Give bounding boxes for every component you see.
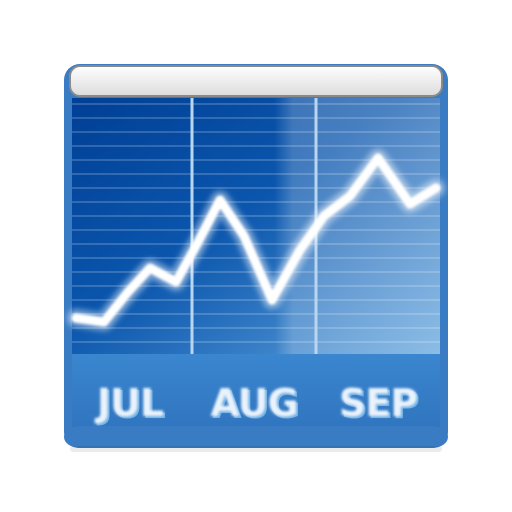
- icon-top-bar: [69, 65, 443, 97]
- month-label-jul: JUL: [94, 381, 164, 425]
- icon-frame-bottom: [64, 426, 448, 448]
- label-band: [72, 354, 440, 438]
- icon-shadow: [70, 446, 442, 452]
- month-label-aug-shadow: AUG: [212, 383, 299, 427]
- month-label-sep: SEP: [339, 381, 417, 425]
- trend-line: [71, 153, 441, 327]
- month-label-sep-shadow: SEP: [341, 383, 419, 427]
- month-label-aug: AUG: [210, 381, 297, 425]
- month-label-jul-shadow: JUL: [96, 383, 166, 427]
